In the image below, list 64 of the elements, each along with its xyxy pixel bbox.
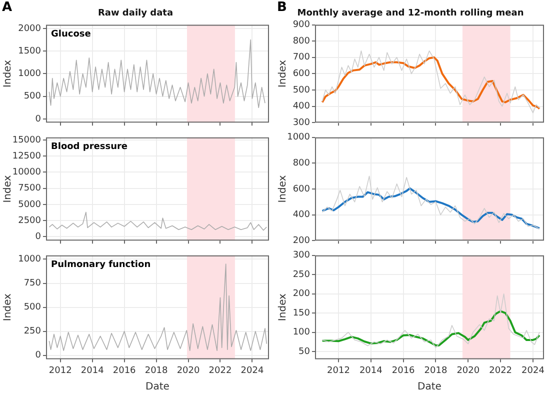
x-tick-label: 2014 (80, 366, 104, 376)
y-axis-title: Index (278, 60, 289, 88)
y-tick-label: 900 (292, 20, 310, 30)
x-tick-label: 2016 (112, 366, 136, 376)
y-tick-label: 5000 (18, 200, 42, 210)
x-tick-label: 2024 (522, 366, 545, 376)
y-tick-label: 700 (292, 52, 310, 63)
y-tick-label: 0 (35, 232, 42, 242)
y-tick-label: 800 (292, 158, 310, 169)
x-tick-label: 2020 (176, 366, 200, 376)
y-tick-label: 7500 (18, 184, 42, 194)
y-tick-label: 300 (292, 250, 310, 261)
y-axis-title: Index (278, 293, 289, 322)
y-tick-label: 10000 (12, 168, 42, 178)
y-tick-label: 0 (35, 114, 42, 124)
text: B (277, 0, 287, 15)
y-axis-title: Index (278, 175, 289, 203)
y-tick-label: 12500 (12, 151, 42, 162)
y-tick-label: 15000 (12, 135, 42, 146)
text: A (2, 0, 12, 15)
x-tick-label: 2018 (144, 366, 168, 376)
chart-title: Monthly average and 12-month rolling mean (297, 8, 524, 19)
y-axis-title: Index (2, 60, 14, 88)
y-tick-label: 150 (292, 308, 310, 318)
y-tick-label: 1000 (18, 254, 42, 265)
y-tick-label: 100 (292, 328, 310, 338)
y-tick-label: 1000 (18, 69, 42, 80)
y-axis-title: Index (2, 293, 14, 322)
x-axis-title: Date (146, 382, 170, 393)
y-tick-label: 500 (24, 92, 42, 102)
x-tick-label: 2020 (456, 366, 480, 376)
x-tick-label: 2022 (489, 366, 512, 376)
y-tick-label: 250 (24, 326, 42, 337)
y-tick-label: 0 (35, 350, 42, 361)
y-tick-label: 1000 (287, 132, 310, 143)
y-tick-label: 200 (292, 289, 310, 300)
x-axis-title: Date (418, 382, 442, 393)
y-tick-label: 50 (298, 346, 310, 357)
x-tick-label: 2024 (240, 366, 264, 376)
y-tick-label: 600 (292, 69, 310, 80)
y-tick-label: 300 (292, 118, 310, 128)
y-tick-label: 250 (292, 270, 310, 280)
y-tick-label: 1500 (18, 46, 42, 56)
y-tick-label: 500 (24, 302, 42, 313)
y-tick-label: 500 (292, 85, 310, 96)
annotation: Pulmonary function (51, 260, 151, 270)
y-tick-label: 600 (292, 184, 310, 194)
x-tick-label: 2022 (208, 366, 232, 376)
x-tick-label: 2014 (359, 366, 383, 376)
annotation: Blood pressure (51, 142, 128, 152)
annotation: Glucose (51, 30, 91, 40)
y-tick-label: 800 (292, 36, 310, 46)
x-tick-label: 2018 (424, 366, 448, 376)
y-axis-title: Index (2, 175, 14, 203)
y-tick-label: 2500 (18, 216, 42, 226)
x-tick-label: 2016 (392, 366, 416, 376)
y-tick-label: 2000 (18, 24, 42, 34)
y-tick-label: 400 (292, 102, 310, 112)
chart-title: Raw daily data (98, 8, 174, 19)
y-tick-label: 200 (292, 236, 310, 246)
y-tick-label: 400 (292, 210, 310, 220)
x-tick-label: 2012 (48, 366, 72, 376)
x-tick-label: 2012 (327, 366, 350, 376)
y-tick-label: 750 (24, 278, 42, 289)
